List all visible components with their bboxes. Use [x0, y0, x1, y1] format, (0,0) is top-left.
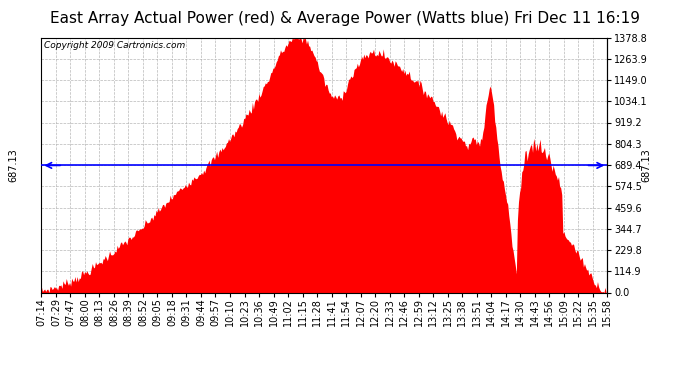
- Text: East Array Actual Power (red) & Average Power (Watts blue) Fri Dec 11 16:19: East Array Actual Power (red) & Average …: [50, 11, 640, 26]
- Text: Copyright 2009 Cartronics.com: Copyright 2009 Cartronics.com: [44, 41, 186, 50]
- Text: 687.13: 687.13: [9, 148, 19, 182]
- Text: 687.13: 687.13: [641, 148, 651, 182]
